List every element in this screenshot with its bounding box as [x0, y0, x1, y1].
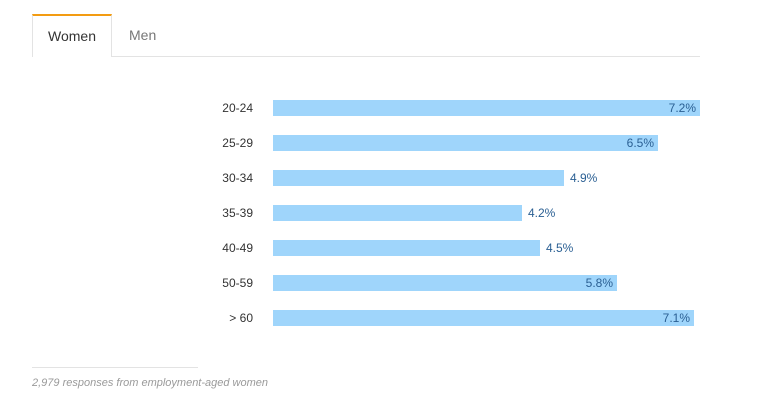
category-label: 35-39: [222, 206, 253, 220]
value-label: 6.5%: [627, 136, 655, 150]
tab-men[interactable]: Men: [129, 27, 157, 43]
tab-women[interactable]: Women: [32, 14, 112, 57]
bar: [273, 275, 617, 291]
footer-note: 2,979 responses from employment-aged wom…: [32, 377, 269, 389]
bar: [273, 170, 564, 186]
footer-divider: [32, 367, 198, 368]
value-label: 7.1%: [663, 311, 691, 325]
bar: [273, 310, 694, 326]
value-label: 4.9%: [570, 171, 598, 185]
bar: [273, 205, 522, 221]
category-label: 30-34: [222, 171, 253, 185]
category-label: 25-29: [222, 136, 253, 150]
bar: [273, 100, 700, 116]
value-label: 4.5%: [546, 241, 574, 255]
bar: [273, 135, 658, 151]
category-label: 50-59: [222, 276, 253, 290]
category-label: 20-24: [222, 101, 253, 115]
category-label: 40-49: [222, 241, 253, 255]
value-label: 5.8%: [586, 276, 614, 290]
value-label: 4.2%: [528, 206, 556, 220]
value-label: 7.2%: [669, 101, 697, 115]
category-label: > 60: [229, 311, 253, 325]
bar: [273, 240, 540, 256]
tab-bar: Women Men: [32, 14, 700, 57]
